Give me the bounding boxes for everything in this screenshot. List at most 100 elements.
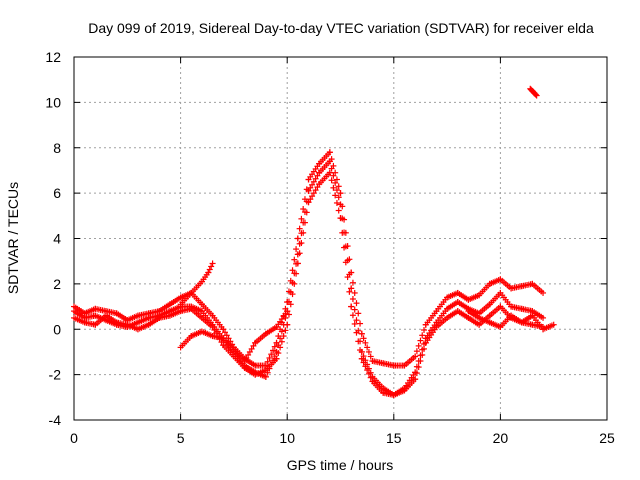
data-point-trace-c xyxy=(273,355,280,362)
data-point-trace-c xyxy=(341,244,348,251)
data-point-trace-c xyxy=(348,303,355,310)
data-point-trace-b xyxy=(326,158,333,165)
data-point-trace-a xyxy=(289,267,296,274)
data-point-trace-b xyxy=(314,172,321,179)
data-point-trace-b xyxy=(337,201,344,208)
data-point-trace-c xyxy=(353,329,360,336)
data-point-trace-a xyxy=(271,343,278,350)
data-point-trace-c xyxy=(301,219,308,226)
data-point-trace-c xyxy=(310,190,317,197)
data-point-trace-a xyxy=(364,344,371,351)
data-point-trace-c xyxy=(337,215,344,222)
y-tick-label: -4 xyxy=(49,412,62,428)
y-tick-label: 12 xyxy=(45,49,61,65)
data-point-trace-c xyxy=(357,347,364,354)
data-point-trace-a xyxy=(421,327,428,334)
data-point-trace-b xyxy=(307,184,314,191)
data-point-trace-a xyxy=(300,206,307,213)
data-point-trace-c xyxy=(332,192,339,199)
data-point-trace-g xyxy=(533,92,540,99)
data-point-trace-d xyxy=(246,348,253,355)
data-point-trace-b xyxy=(353,317,360,324)
data-point-trace-a xyxy=(353,300,360,307)
data-point-trace-c xyxy=(285,311,292,318)
data-point-trace-f xyxy=(550,321,557,328)
data-point-trace-a xyxy=(291,256,298,263)
data-point-trace-b xyxy=(312,175,319,182)
data-point-trace-a xyxy=(264,358,271,365)
data-point-trace-a xyxy=(360,335,367,342)
x-axis-label: GPS time / hours xyxy=(287,457,394,473)
data-point-trace-a xyxy=(269,347,276,354)
data-point-trace-d xyxy=(250,342,257,349)
data-point-trace-a xyxy=(335,183,342,190)
x-tick-label: 5 xyxy=(177,430,185,446)
data-point-trace-a xyxy=(296,225,303,232)
data-point-trace-e xyxy=(206,266,213,273)
data-point-trace-e xyxy=(205,269,212,276)
data-point-trace-a xyxy=(419,332,426,339)
data-point-trace-b xyxy=(333,187,340,194)
data-point-trace-c xyxy=(209,323,216,330)
data-point-trace-c xyxy=(326,169,333,176)
x-tick-label: 15 xyxy=(386,430,402,446)
y-tick-label: 0 xyxy=(53,321,61,337)
data-point-trace-b xyxy=(309,181,316,188)
data-point-trace-c xyxy=(355,338,362,345)
data-point-trace-c xyxy=(289,291,296,298)
data-point-trace-c xyxy=(412,376,419,383)
axis-ticks: 0 5 10 15 20 25 -4 -2 0 2 4 6 8 10 12 xyxy=(45,49,615,446)
data-point-trace-c xyxy=(328,177,335,184)
data-point-trace-c xyxy=(330,184,337,191)
data-point-trace-c xyxy=(365,370,372,377)
data-point-trace-a xyxy=(294,235,301,242)
data-point-trace-c xyxy=(335,207,342,214)
chart-title: Day 099 of 2019, Sidereal Day-to-day VTE… xyxy=(88,20,594,36)
data-point-trace-a xyxy=(225,335,232,342)
data-point-trace-c xyxy=(333,199,340,206)
data-point-trace-b xyxy=(540,314,547,321)
data-point-trace-c xyxy=(298,240,305,247)
data-point-trace-a xyxy=(367,353,374,360)
data-point-trace-c xyxy=(312,187,319,194)
data-point-trace-c xyxy=(307,196,314,203)
y-tick-label: 6 xyxy=(53,185,61,201)
data-point-trace-a xyxy=(266,354,273,361)
data-point-trace-c xyxy=(419,351,426,358)
data-point-trace-c xyxy=(413,370,420,377)
data-point-trace-b xyxy=(278,328,285,335)
data-point-trace-c xyxy=(349,312,356,319)
data-point-trace-c xyxy=(358,355,365,362)
data-point-trace-a xyxy=(413,348,420,355)
data-point-trace-a xyxy=(298,215,305,222)
data-point-trace-c xyxy=(415,364,422,371)
data-point-trace-b xyxy=(328,165,335,172)
data-point-trace-a xyxy=(365,348,372,355)
data-point-trace-c xyxy=(296,250,303,257)
data-point-trace-c xyxy=(362,363,369,370)
y-axis-label: SDTVAR / TECUs xyxy=(5,182,21,294)
data-point-trace-c xyxy=(282,327,289,334)
data-point-trace-a xyxy=(337,190,344,197)
data-point-trace-a xyxy=(351,289,358,296)
data-point-trace-c xyxy=(303,209,310,216)
data-point-trace-a xyxy=(358,330,365,337)
data-point-trace-a xyxy=(268,351,275,358)
x-tick-label: 0 xyxy=(70,430,78,446)
data-point-trace-c xyxy=(342,259,349,266)
data-point-trace-c xyxy=(417,358,424,365)
data-point-trace-c xyxy=(287,301,294,308)
data-point-trace-a xyxy=(223,332,230,339)
data-point-trace-c xyxy=(294,260,301,267)
y-tick-label: 8 xyxy=(53,140,61,156)
data-point-trace-a xyxy=(349,279,356,286)
data-point-trace-b xyxy=(305,187,312,194)
data-point-trace-b xyxy=(348,285,355,292)
data-point-trace-c xyxy=(421,345,428,352)
data-point-trace-d xyxy=(241,358,248,365)
data-point-trace-c xyxy=(280,333,287,340)
data-point-trace-a xyxy=(412,353,419,360)
data-point-trace-d xyxy=(248,345,255,352)
x-tick-label: 20 xyxy=(493,430,509,446)
data-point-trace-c xyxy=(309,193,316,200)
